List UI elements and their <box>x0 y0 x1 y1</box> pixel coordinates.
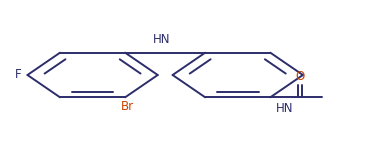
Text: F: F <box>15 69 22 81</box>
Text: Br: Br <box>120 100 134 113</box>
Text: HN: HN <box>276 102 293 115</box>
Text: O: O <box>296 70 305 83</box>
Text: HN: HN <box>153 33 170 46</box>
